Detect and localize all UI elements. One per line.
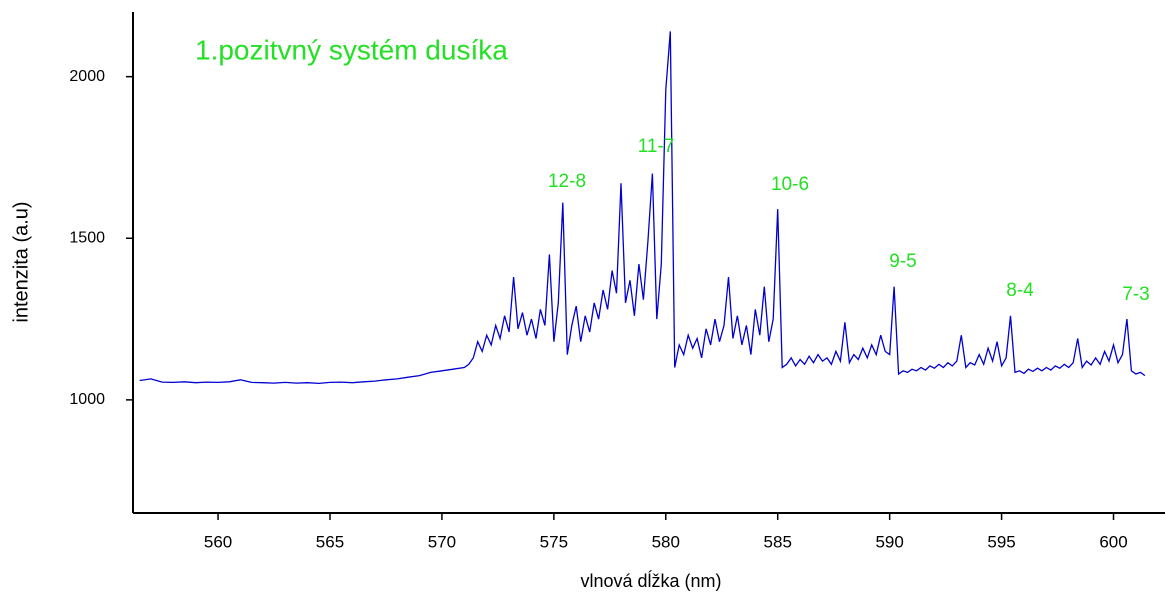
y-tick-label: 1500 [69, 229, 105, 246]
x-tick-label: 590 [875, 532, 903, 551]
x-axis-label: vlnová dĺžka (nm) [580, 570, 721, 591]
annotation: 11-7 [638, 136, 675, 157]
chart-title: 1.pozitvný systém dusíka [195, 34, 508, 65]
x-tick-label: 580 [652, 532, 680, 551]
annotation: 12-8 [548, 171, 586, 192]
x-tick-label: 565 [316, 532, 344, 551]
annotation: 10-6 [771, 174, 809, 195]
x-tick-label: 585 [764, 532, 792, 551]
y-tick-label: 1000 [69, 391, 105, 408]
spectrum-line [139, 31, 1146, 385]
x-tick-label: 560 [204, 532, 232, 551]
annotation: 8-4 [1006, 280, 1034, 301]
annotation: 9-5 [889, 251, 916, 272]
y-axis-label: intenzita (a.u) [10, 201, 32, 322]
y-tick-label: 2000 [69, 68, 105, 85]
x-tick-label: 595 [987, 532, 1015, 551]
annotation: 7-3 [1122, 284, 1149, 305]
x-tick-label: 570 [428, 532, 456, 551]
x-tick-label: 575 [540, 532, 568, 551]
x-tick-label: 600 [1099, 532, 1127, 551]
